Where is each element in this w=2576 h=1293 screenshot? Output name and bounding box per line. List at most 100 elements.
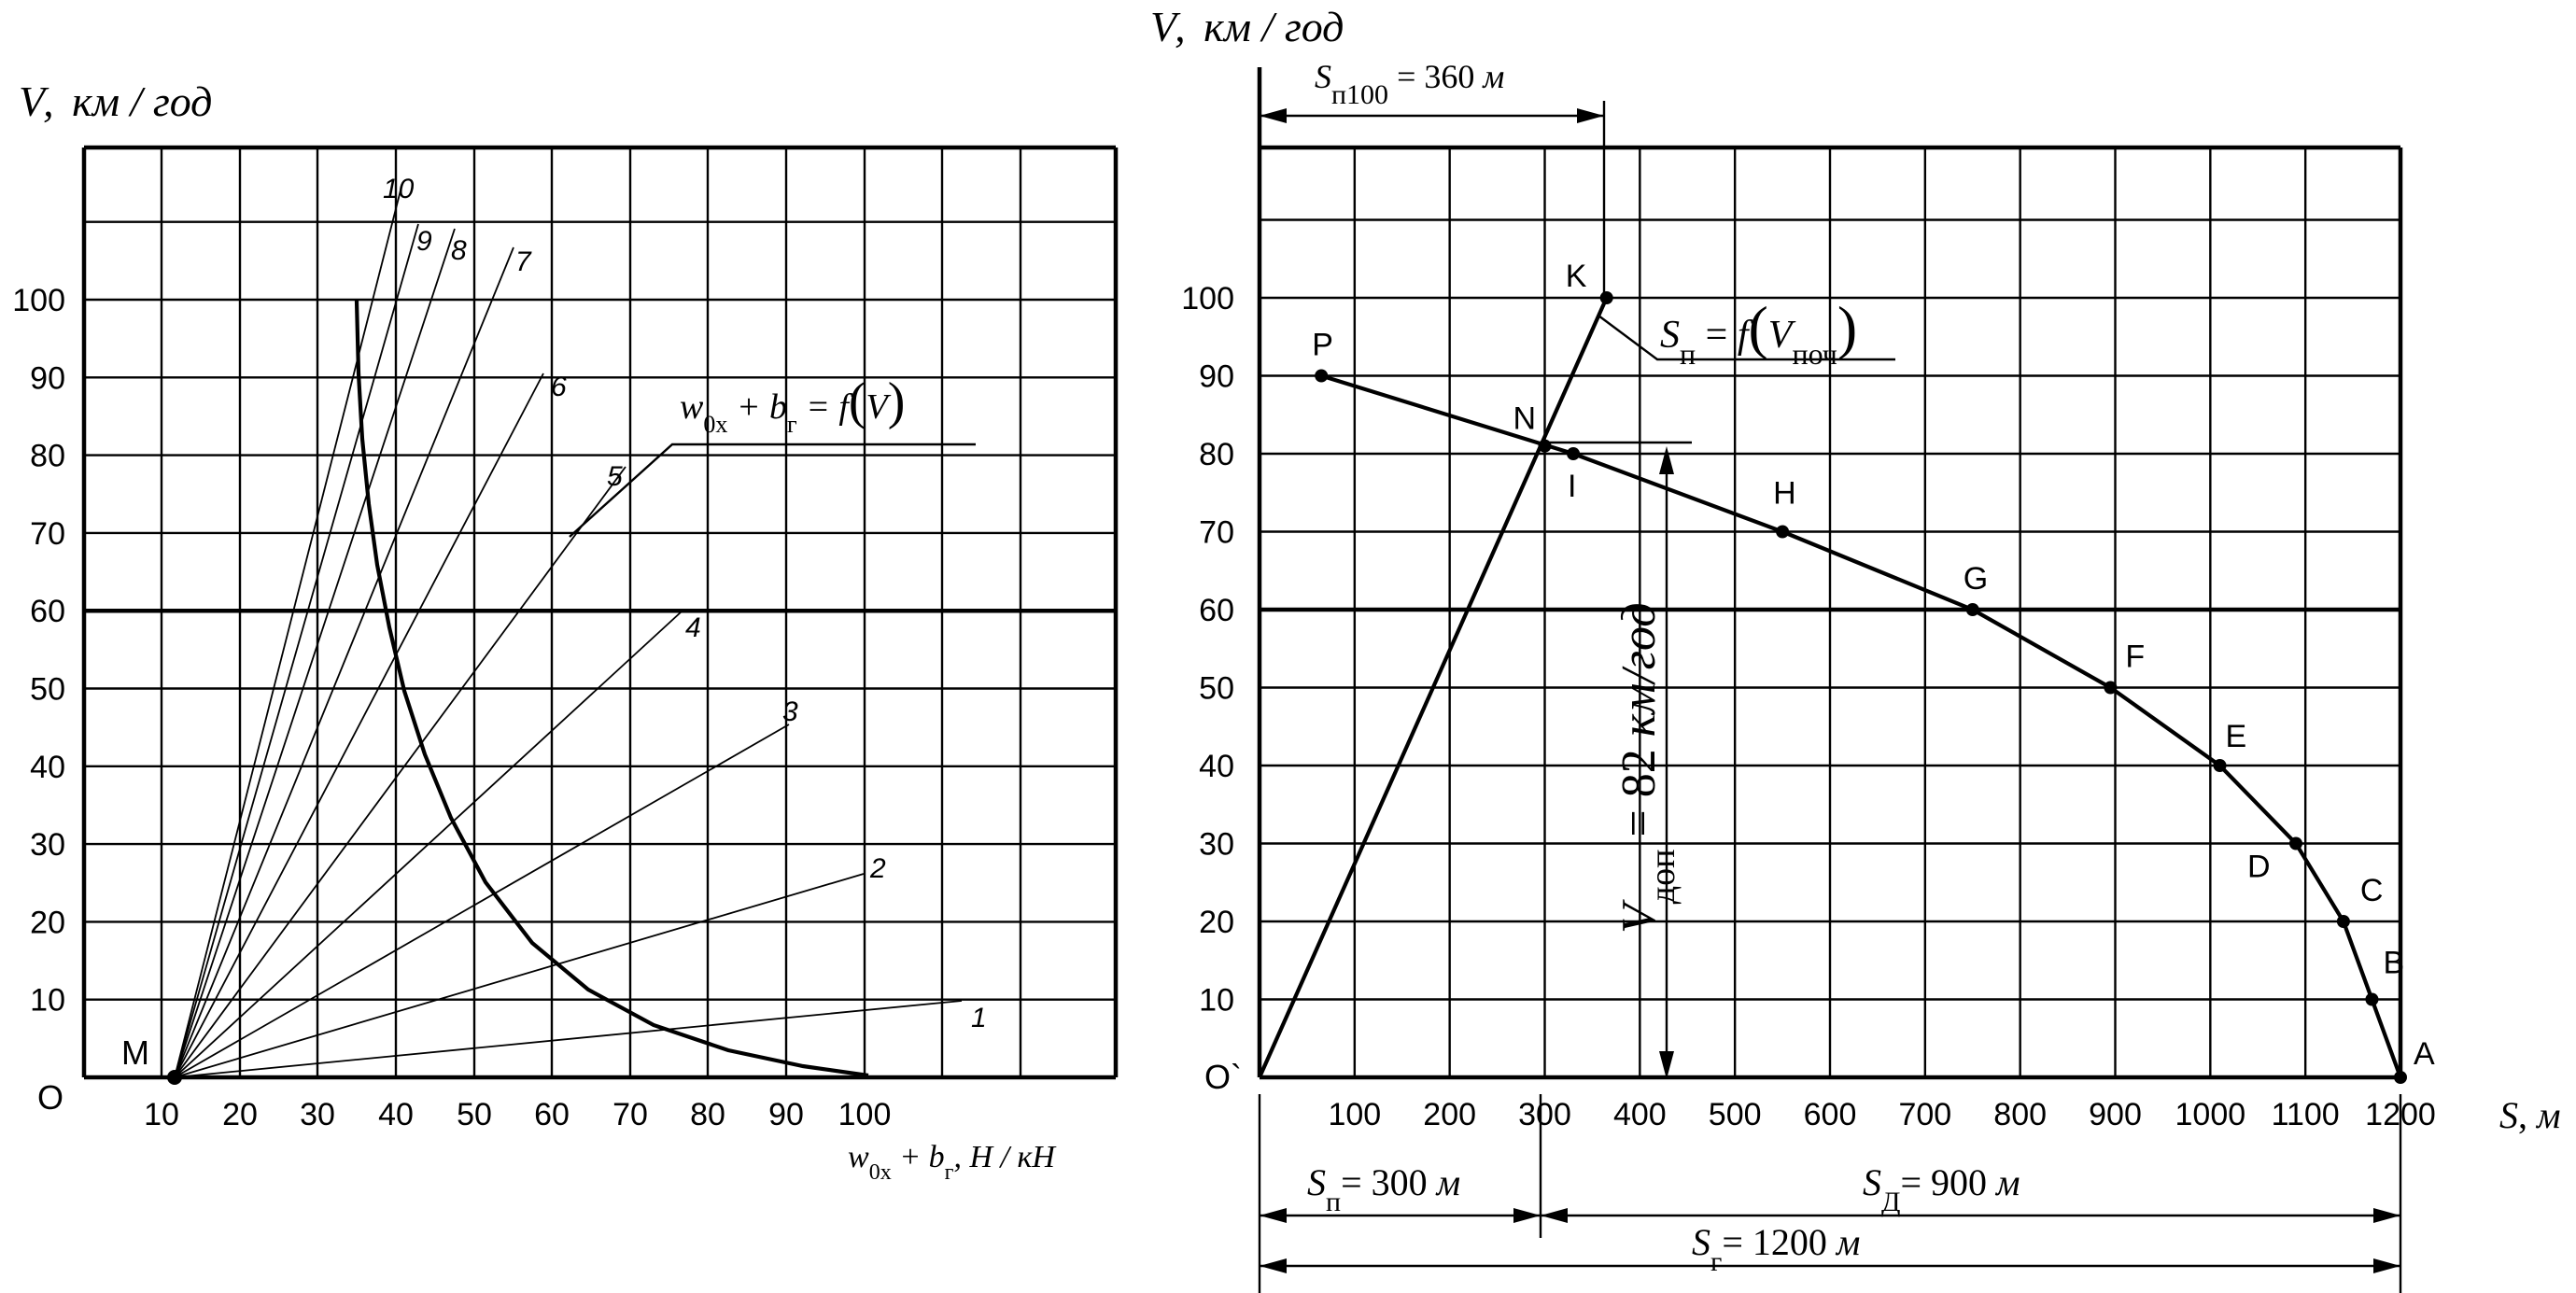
resistance-curve	[354, 300, 869, 1078]
sp-dimension: Sп= 300 м	[1260, 1161, 1541, 1223]
point-label-H: H	[1773, 476, 1796, 512]
ray-label-4: 4	[685, 612, 701, 643]
ray-label-5: 5	[607, 461, 623, 492]
left-grid	[81, 145, 1119, 1080]
point-D	[2288, 836, 2302, 850]
left-y-tick-labels: 10 20 30 40 50 60 70 80 90 100	[12, 283, 65, 1019]
left-y-tick-label: 30	[30, 827, 65, 863]
sd-dimension: SД= 900 м	[1541, 1161, 2400, 1223]
left-x-tick-labels: 10 20 30 40 50 60 70 80 90 100	[144, 1097, 891, 1132]
left-x-tick-label: 30	[300, 1097, 335, 1132]
sp100-dimension: Sп100 = 360 м	[1260, 58, 1606, 301]
ray-5	[174, 466, 626, 1078]
preparatory-line	[1258, 297, 1609, 1078]
ray-label-7: 7	[515, 246, 532, 277]
right-x-tick-label: 100	[1328, 1097, 1381, 1132]
right-origin-label: O`	[1204, 1058, 1242, 1096]
pole-label: M	[121, 1033, 149, 1072]
point-label-K: K	[1566, 259, 1587, 294]
right-x-tick-label: 1100	[2272, 1097, 2340, 1132]
right-y-tick-label: 90	[1199, 359, 1234, 395]
left-origin-label: O	[37, 1078, 63, 1117]
ray-1	[174, 1000, 963, 1078]
pole-point	[167, 1070, 182, 1085]
left-x-tick-label: 70	[612, 1097, 648, 1132]
ray-label-3: 3	[782, 696, 798, 727]
ray-label-9: 9	[416, 226, 432, 257]
left-x-tick-label: 60	[534, 1097, 570, 1132]
right-y-tick-label: 30	[1199, 827, 1234, 863]
left-rays	[174, 186, 963, 1078]
point-label-P: P	[1312, 328, 1333, 363]
right-x-axis-label: S, м	[2499, 1094, 2561, 1136]
left-x-tick-label: 50	[457, 1097, 492, 1132]
right-y-axis-label: V, км / год	[1150, 3, 1344, 50]
point-I	[1567, 447, 1581, 460]
left-x-tick-label: 10	[144, 1097, 179, 1132]
svg-text:Sп = f(Vпоч): Sп = f(Vпоч)	[1660, 294, 1857, 371]
right-x-tick-label: 500	[1709, 1097, 1762, 1132]
right-x-tick-label: 200	[1423, 1097, 1476, 1132]
svg-text:Sп= 300 м: Sп= 300 м	[1307, 1161, 1460, 1217]
point-label-A: A	[2414, 1036, 2435, 1072]
ray-label-10: 10	[383, 174, 415, 204]
svg-text:V, км / год: V, км / год	[1150, 3, 1344, 50]
point-B	[2365, 992, 2379, 1006]
svg-text:Sг= 1200 м: Sг= 1200 м	[1692, 1221, 1860, 1277]
left-y-tick-label: 100	[12, 283, 65, 318]
right-y-tick-labels: 10 20 30 40 50 60 70 80 90 100	[1181, 281, 1234, 1019]
ray-2	[174, 873, 865, 1078]
point-E	[2213, 759, 2227, 772]
point-K	[1599, 291, 1613, 304]
ray-8	[174, 228, 456, 1078]
ray-3	[174, 724, 790, 1078]
left-x-tick-label: 20	[222, 1097, 258, 1132]
left-x-tick-label: 100	[838, 1097, 892, 1132]
right-x-tick-label: 600	[1804, 1097, 1857, 1132]
right-x-tick-label: 700	[1898, 1097, 1951, 1132]
right-y-tick-label: 10	[1199, 983, 1234, 1019]
right-grid	[1257, 67, 2404, 1080]
braking-curve	[1320, 373, 2402, 1078]
svg-text:Sп100 = 360 м: Sп100 = 360 м	[1315, 58, 1504, 110]
right-x-tick-labels: 100 200 300 400 500 600 700 800 900 1000 1100 1200	[1328, 1097, 2435, 1132]
right-chart: A B C D E F G H I P K N 100 200 300 400 500 600 700 800 900…	[1150, 3, 2561, 1293]
point-A	[2394, 1071, 2407, 1084]
point-H	[1776, 525, 1790, 539]
right-y-tick-label: 40	[1199, 749, 1234, 784]
point-label-N: N	[1513, 401, 1537, 437]
left-y-tick-label: 60	[30, 594, 65, 629]
right-y-tick-label: 70	[1199, 515, 1234, 551]
braking-curve-points: A B C D E F G H I P K N	[1312, 259, 2435, 1084]
svg-text:S, м: S, м	[2499, 1094, 2561, 1136]
curve-label-leader	[569, 443, 976, 538]
right-x-tick-label: 400	[1613, 1097, 1667, 1132]
left-x-tick-label: 80	[690, 1097, 725, 1132]
svg-text:w0x + bг, Н / кН: w0x + bг, Н / кН	[848, 1140, 1057, 1185]
left-y-tick-label: 10	[30, 983, 65, 1019]
ray-label-2: 2	[869, 853, 886, 884]
point-label-F: F	[2125, 639, 2145, 675]
left-y-tick-label: 90	[30, 360, 65, 396]
point-N	[1538, 439, 1552, 453]
point-C	[2336, 915, 2350, 928]
left-y-tick-label: 70	[30, 516, 65, 552]
point-label-D: D	[2247, 850, 2271, 885]
point-P	[1315, 369, 1329, 383]
svg-text:SД= 900 м: SД= 900 м	[1863, 1161, 2020, 1217]
point-label-C: C	[2360, 873, 2384, 908]
sg-dimension: Sг= 1200 м	[1260, 1221, 2400, 1277]
right-x-tick-label: 1000	[2175, 1097, 2246, 1132]
right-y-tick-label: 80	[1199, 437, 1234, 472]
left-y-tick-label: 40	[30, 750, 65, 785]
point-label-G: G	[1964, 561, 1988, 597]
point-label-E: E	[2226, 719, 2247, 754]
right-y-tick-label: 100	[1181, 281, 1234, 316]
left-y-tick-label: 50	[30, 672, 65, 708]
ray-4	[174, 611, 683, 1078]
left-y-tick-label: 80	[30, 439, 65, 474]
left-y-tick-label: 20	[30, 905, 65, 940]
